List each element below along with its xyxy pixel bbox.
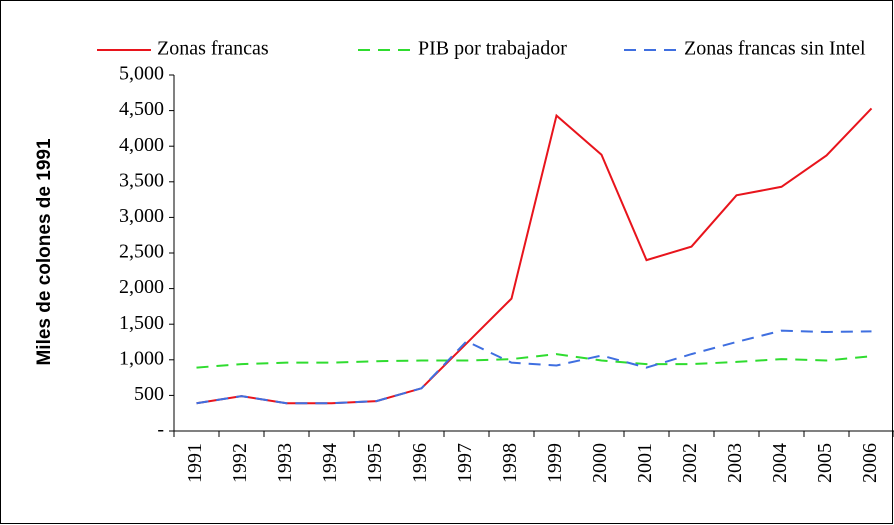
- x-tick-label: 1992: [229, 443, 251, 483]
- legend-label: PIB por trabajador: [418, 38, 567, 60]
- x-tick-label: 1997: [454, 443, 476, 483]
- x-tick-label: 1991: [184, 443, 206, 483]
- y-tick-label: 1,000: [119, 347, 164, 369]
- x-tick-label: 1995: [364, 443, 386, 483]
- x-tick-label: 1994: [319, 443, 341, 483]
- x-tick-label: 1996: [409, 443, 431, 483]
- y-tick-label: 3,500: [119, 169, 164, 191]
- data-line: [196, 329, 872, 405]
- x-tick-label: 1998: [499, 443, 521, 483]
- legend-label: Zonas francas: [157, 38, 269, 60]
- x-tick-label: 2001: [634, 443, 656, 483]
- y-tick-label: 1,500: [119, 312, 164, 334]
- x-tick-label: 1999: [544, 443, 566, 483]
- x-tick-label: 2004: [769, 443, 791, 483]
- legend-label: Zonas francas sin Intel: [684, 38, 866, 60]
- y-tick-label: 2,500: [119, 241, 164, 263]
- x-tick-label: 2006: [859, 443, 881, 483]
- y-axis-label: Miles de colones de 1991: [34, 138, 55, 365]
- y-tick-label: 4,500: [119, 98, 164, 120]
- x-tick-label: 2002: [679, 443, 701, 483]
- y-tick-label: 500: [134, 383, 164, 405]
- y-tick-label: 3,000: [119, 205, 164, 227]
- y-tick-label: 2,000: [119, 276, 164, 298]
- x-tick-label: 2000: [589, 443, 611, 483]
- x-tick-label: 2005: [814, 443, 836, 483]
- data-line: [196, 353, 872, 369]
- y-tick-label: 5,000: [119, 63, 164, 85]
- x-tick-label: 2003: [724, 443, 746, 483]
- data-line: [196, 107, 873, 405]
- y-tick-label: -: [157, 419, 164, 441]
- x-tick-label: 1993: [274, 443, 296, 483]
- y-tick-label: 4,000: [119, 134, 164, 156]
